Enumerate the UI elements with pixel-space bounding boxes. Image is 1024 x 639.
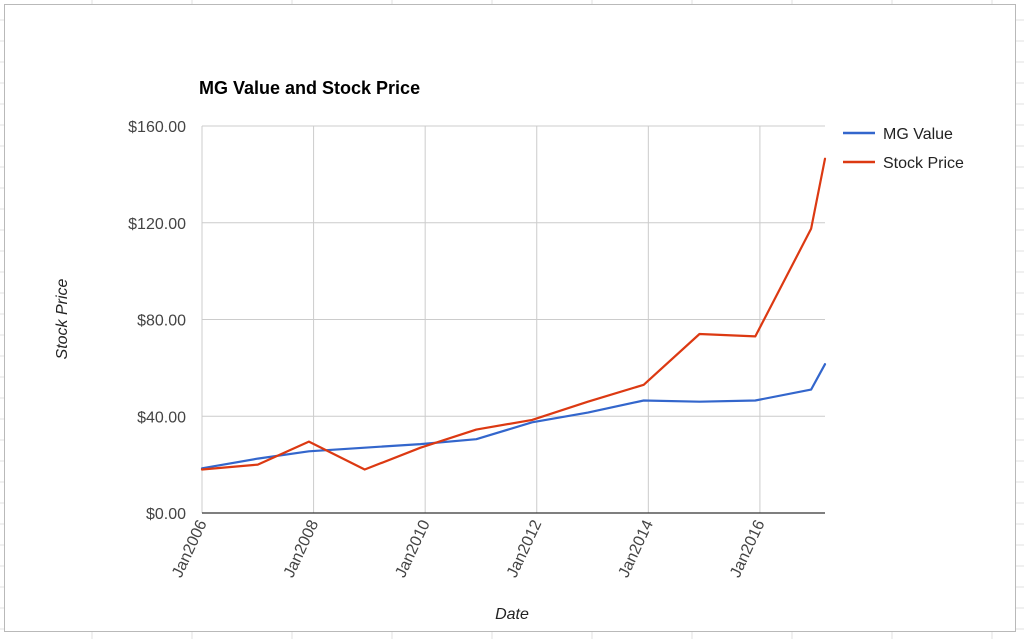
y-tick-label: $120.00 bbox=[128, 216, 186, 233]
x-tick-label: Jan2012 bbox=[504, 517, 545, 580]
series-line-mg-value[interactable] bbox=[200, 363, 827, 470]
x-tick-label: Jan2010 bbox=[392, 517, 433, 580]
gridlines bbox=[201, 125, 825, 513]
x-tick-label: Jan2006 bbox=[169, 517, 210, 580]
series-lines bbox=[200, 157, 827, 471]
y-tick-label: $40.00 bbox=[137, 409, 186, 426]
axes: $0.00 $40.00 $80.00 $120.00 $160.00 Jan2006 Ja… bbox=[128, 119, 825, 580]
series-line-stock-price[interactable] bbox=[200, 157, 827, 471]
y-tick-label: $0.00 bbox=[146, 506, 186, 523]
x-tick-label: Jan2008 bbox=[281, 517, 322, 580]
chart-container[interactable]: MG Value and Stock Price $0.00 $40.00 $80.… bbox=[4, 4, 1016, 632]
legend-label[interactable]: MG Value bbox=[883, 126, 953, 143]
y-tick-label: $80.00 bbox=[137, 313, 186, 330]
y-tick-label: $160.00 bbox=[128, 119, 186, 136]
line-chart: MG Value and Stock Price $0.00 $40.00 $80.… bbox=[54, 78, 964, 623]
x-tick-label: Jan2014 bbox=[616, 517, 657, 580]
legend-label[interactable]: Stock Price bbox=[883, 155, 964, 172]
y-axis-title: Stock Price bbox=[54, 278, 71, 359]
chart-title: MG Value and Stock Price bbox=[199, 78, 420, 98]
legend: MG Value Stock Price bbox=[843, 126, 964, 172]
x-axis-title: Date bbox=[495, 606, 529, 623]
x-tick-label: Jan2016 bbox=[727, 517, 768, 580]
